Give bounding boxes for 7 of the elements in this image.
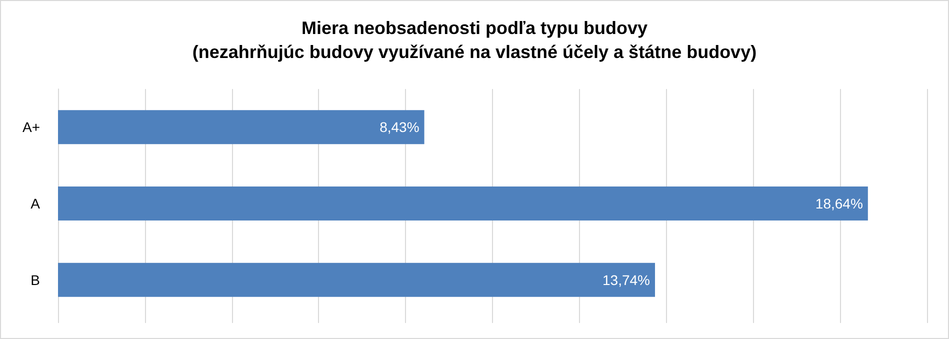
y-tick-label: A+ — [22, 119, 40, 136]
chart-title: Miera neobsadenosti podľa typu budovy (nezahrňujúc budovy využívané na vlastné účely a štátne budovy) — [192, 18, 757, 62]
y-tick-label: B — [30, 272, 40, 288]
y-tick-label: A — [30, 196, 41, 212]
data-label: 18,64% — [815, 196, 863, 212]
data-label: 13,74% — [602, 272, 650, 288]
data-label: 8,43% — [380, 119, 420, 136]
